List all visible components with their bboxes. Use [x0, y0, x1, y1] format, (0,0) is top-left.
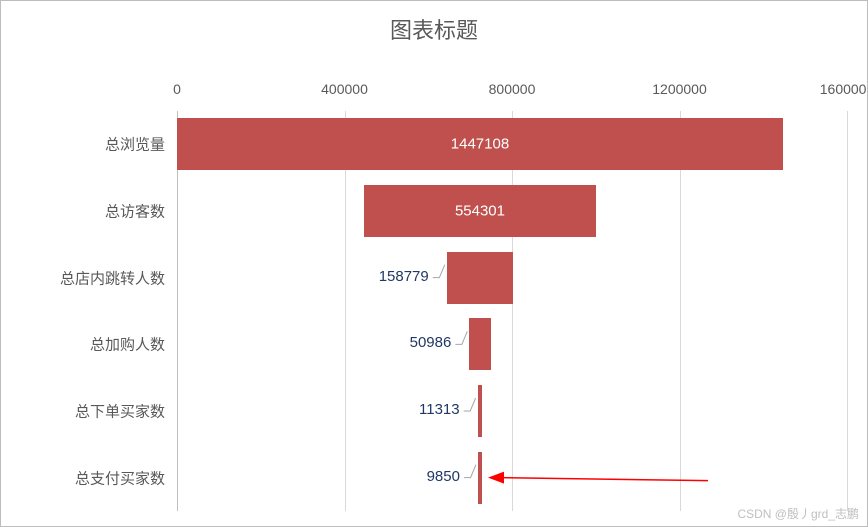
x-tick-label: 0 — [173, 81, 181, 97]
y-category-label: 总访客数 — [105, 201, 165, 222]
x-gridline — [847, 111, 848, 511]
y-category-label: 总加购人数 — [90, 334, 165, 355]
funnel-bar: 554301 — [364, 185, 596, 237]
y-category-label: 总下单买家数 — [75, 401, 165, 422]
x-tick-label: 800000 — [489, 81, 536, 97]
bar-value-label: 158779 — [379, 268, 429, 285]
funnel-bar — [478, 452, 482, 504]
funnel-bar — [478, 385, 483, 437]
y-category-label: 总支付买家数 — [75, 467, 165, 488]
y-category-label: 总店内跳转人数 — [60, 267, 165, 288]
x-tick-label: 400000 — [321, 81, 368, 97]
x-tick-label: 1200000 — [652, 81, 707, 97]
funnel-bar: 1447108 — [177, 118, 783, 170]
bar-value-label: 554301 — [455, 203, 505, 220]
chart-container: 图表标题 0 400000 800000 1200000 1600000 1447108 5… — [0, 0, 868, 527]
bar-value-label: 50986 — [410, 334, 452, 351]
watermark: CSDN @殷丿grd_志鹏 — [737, 505, 859, 522]
funnel-bar — [447, 252, 513, 304]
bar-value-label: 1447108 — [451, 136, 509, 153]
plot-area: 0400000800000120000016000001447108554301… — [177, 111, 847, 511]
x-gridline — [680, 111, 681, 511]
x-gridline — [512, 111, 513, 511]
chart-title: 图表标题 — [1, 13, 867, 45]
y-category-label: 总浏览量 — [105, 134, 165, 155]
bar-value-label: 11313 — [419, 401, 460, 418]
funnel-bar — [469, 318, 490, 370]
x-gridline — [177, 111, 178, 511]
x-gridline — [345, 111, 346, 511]
x-tick-label: 1600000 — [820, 81, 868, 97]
bar-value-label: 9850 — [427, 468, 460, 485]
